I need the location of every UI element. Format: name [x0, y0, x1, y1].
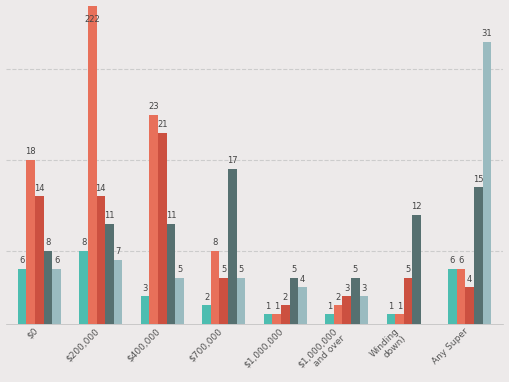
Text: 8: 8	[212, 238, 218, 247]
Bar	[158, 133, 166, 324]
Text: 8: 8	[81, 238, 87, 247]
Bar	[219, 278, 228, 324]
Text: 1: 1	[388, 302, 393, 311]
Text: 4: 4	[300, 275, 305, 283]
Bar	[395, 314, 404, 324]
Bar	[79, 251, 88, 324]
Text: 8: 8	[45, 238, 51, 247]
Bar	[202, 305, 211, 324]
Text: 5: 5	[353, 265, 358, 275]
Bar	[52, 269, 61, 324]
Bar	[26, 160, 35, 324]
Text: 11: 11	[165, 211, 176, 220]
Bar	[105, 223, 114, 324]
Bar	[465, 287, 474, 324]
Bar	[175, 278, 184, 324]
Bar	[412, 215, 421, 324]
Bar	[149, 115, 158, 324]
Bar	[457, 269, 465, 324]
Text: 12: 12	[411, 202, 422, 211]
Bar	[228, 169, 237, 324]
Text: 6: 6	[458, 256, 464, 265]
Bar	[360, 296, 368, 324]
Bar	[474, 187, 483, 324]
Bar	[264, 314, 272, 324]
Text: 1: 1	[327, 302, 332, 311]
Bar	[387, 314, 395, 324]
Bar	[404, 278, 412, 324]
Bar	[44, 251, 52, 324]
Text: 3: 3	[344, 284, 349, 293]
Bar	[272, 314, 281, 324]
Bar	[351, 278, 360, 324]
Bar	[325, 314, 334, 324]
Text: 6: 6	[19, 256, 25, 265]
Bar	[483, 42, 491, 324]
Text: 4: 4	[467, 275, 472, 283]
Text: 15: 15	[473, 175, 484, 184]
Text: 1: 1	[274, 302, 279, 311]
Text: 5: 5	[177, 265, 182, 275]
Text: 3: 3	[361, 284, 366, 293]
Text: 18: 18	[25, 147, 36, 156]
Bar	[343, 296, 351, 324]
Text: 2: 2	[204, 293, 209, 302]
Bar	[448, 269, 457, 324]
Bar	[35, 196, 44, 324]
Bar	[141, 296, 149, 324]
Bar	[290, 278, 298, 324]
Bar	[88, 0, 97, 324]
Bar	[211, 251, 219, 324]
Bar	[114, 260, 122, 324]
Text: 31: 31	[482, 29, 492, 38]
Bar	[281, 305, 290, 324]
Text: 5: 5	[238, 265, 244, 275]
Text: 17: 17	[227, 157, 238, 165]
Text: 3: 3	[143, 284, 148, 293]
Text: 14: 14	[34, 184, 45, 193]
Text: 1: 1	[397, 302, 402, 311]
Bar	[334, 305, 343, 324]
Text: 21: 21	[157, 120, 167, 129]
Text: 6: 6	[54, 256, 59, 265]
Text: 5: 5	[221, 265, 227, 275]
Text: 2: 2	[282, 293, 288, 302]
Text: 1: 1	[265, 302, 271, 311]
Text: 2: 2	[335, 293, 341, 302]
Bar	[298, 287, 307, 324]
Bar	[97, 196, 105, 324]
Text: 23: 23	[149, 102, 159, 111]
Bar	[166, 223, 175, 324]
Text: 11: 11	[104, 211, 115, 220]
Text: 14: 14	[96, 184, 106, 193]
Text: 5: 5	[406, 265, 411, 275]
Text: 5: 5	[291, 265, 296, 275]
Text: 222: 222	[84, 15, 100, 24]
Bar	[18, 269, 26, 324]
Text: 6: 6	[450, 256, 455, 265]
Bar	[237, 278, 245, 324]
Text: 7: 7	[116, 247, 121, 256]
